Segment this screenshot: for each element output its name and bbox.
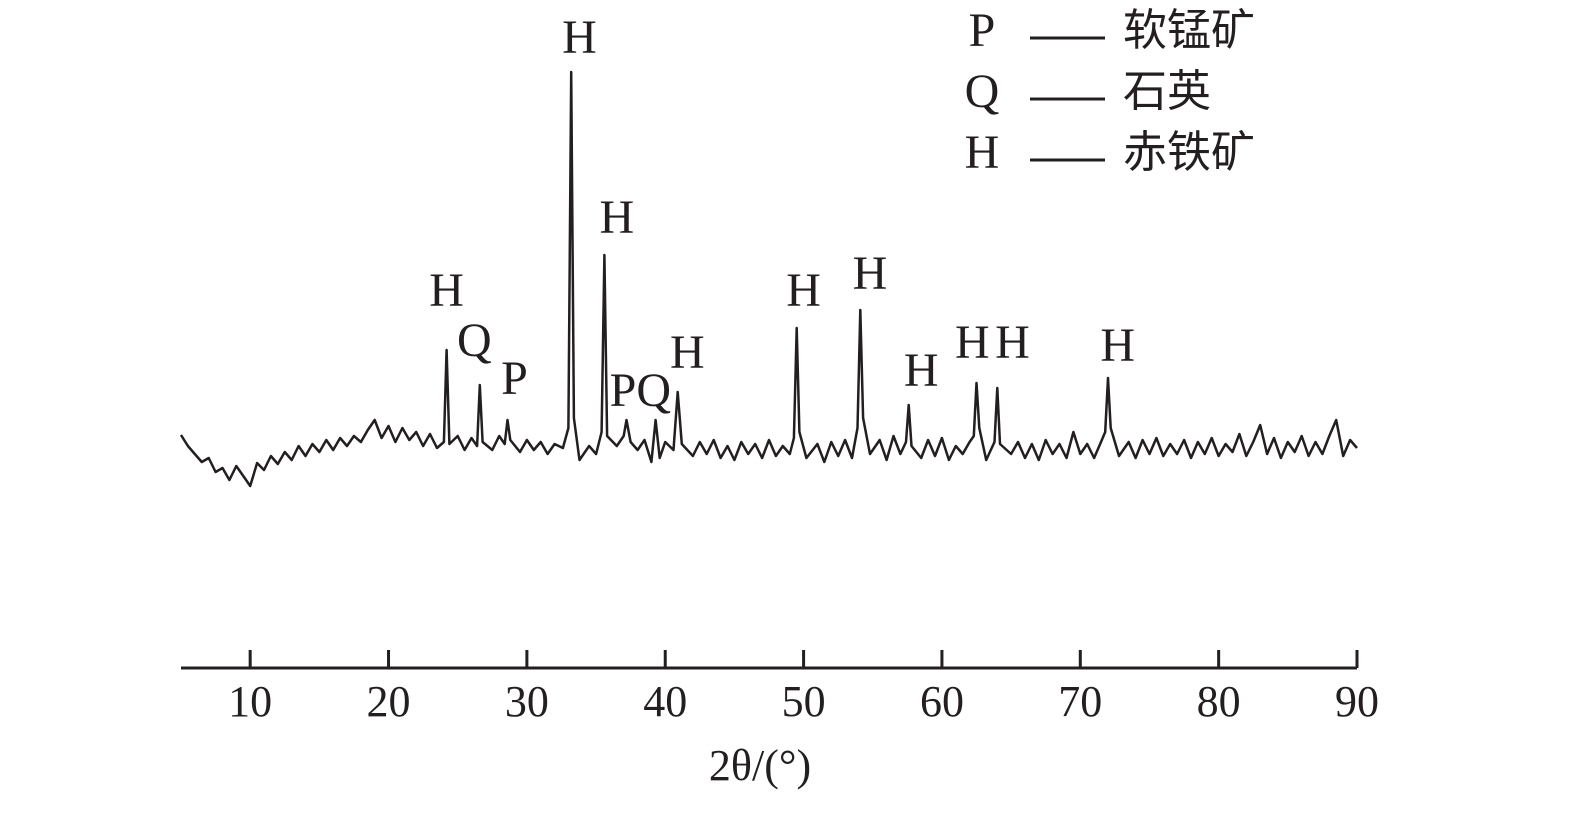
x-tick-label: 70	[1058, 677, 1102, 726]
peak-label: H	[562, 11, 597, 64]
peak-label: P	[501, 352, 528, 405]
x-tick-label: 10	[228, 677, 272, 726]
peak-label: H	[853, 247, 888, 300]
peak-label: H	[429, 264, 464, 317]
peak-label: H	[670, 326, 705, 379]
x-tick-label: 50	[782, 677, 826, 726]
x-tick-label: 90	[1335, 677, 1379, 726]
legend-name: 赤铁矿	[1123, 128, 1255, 177]
x-tick-label: 80	[1197, 677, 1241, 726]
peak-label: H	[1100, 319, 1135, 372]
legend-symbol: Q	[965, 65, 1000, 118]
x-tick-label: 20	[367, 677, 411, 726]
xrd-pattern	[179, 70, 1358, 488]
x-tick-label: 60	[920, 677, 964, 726]
legend-symbol: H	[965, 126, 1000, 179]
legend-name: 石英	[1123, 67, 1211, 116]
peak-label: Q	[457, 314, 492, 367]
peak-label: H	[904, 344, 939, 397]
legend-name: 软锰矿	[1123, 6, 1255, 55]
peak-label: H	[786, 264, 821, 317]
peak-label: H	[955, 316, 990, 369]
peak-label: H	[599, 191, 634, 244]
legend-symbol: P	[969, 4, 996, 57]
x-axis-label: 2θ/(°)	[709, 741, 811, 790]
x-tick-label: 30	[505, 677, 549, 726]
x-tick-label: 40	[643, 677, 687, 726]
peak-label: PQ	[610, 364, 671, 417]
peak-label: H	[995, 316, 1030, 369]
